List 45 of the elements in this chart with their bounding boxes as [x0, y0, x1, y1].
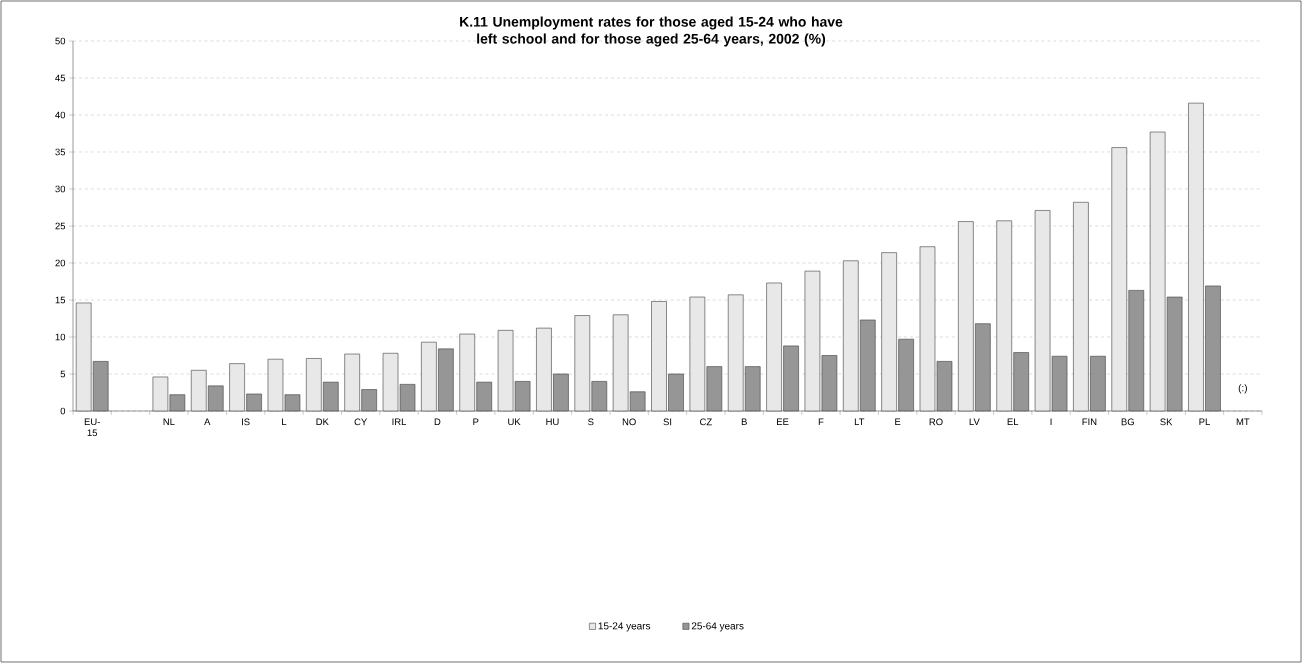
x-tick-label: P — [473, 418, 479, 426]
x-tick-label: UK — [508, 418, 521, 426]
y-tick-label: 10 — [55, 333, 66, 341]
y-tick-label: 20 — [55, 259, 66, 267]
x-tick-label: SI — [663, 418, 672, 426]
x-tick-label: S — [588, 418, 594, 426]
x-tick-label: SK — [1160, 418, 1173, 426]
chart-title: K.11 Unemployment rates for those aged 15-24 who have left school and for those aged 25-64 years, 2002 (%) — [460, 16, 843, 47]
x-tick-label: D — [434, 418, 441, 426]
y-tick-label: 0 — [60, 407, 66, 415]
y-tick-label: 40 — [55, 111, 66, 119]
x-tick-label: EU-15 — [84, 418, 100, 437]
x-tick-label: EL — [1007, 418, 1019, 426]
x-tick-label: BG — [1121, 418, 1134, 426]
y-tick-label: 35 — [55, 148, 66, 156]
x-tick-label: I — [1050, 418, 1052, 426]
y-tick-label: 30 — [55, 185, 66, 193]
x-tick-label: CY — [354, 418, 368, 426]
x-tick-label: NO — [622, 418, 636, 426]
y-tick-label: 50 — [55, 37, 66, 45]
x-tick-label: IS — [242, 418, 250, 426]
x-tick-label: EE — [777, 418, 789, 426]
x-tick-label: RO — [929, 418, 943, 426]
x-tick-label: CZ — [700, 418, 712, 426]
x-tick-label: DK — [316, 418, 329, 426]
x-tick-label: B — [741, 418, 747, 426]
x-tick-label: FIN — [1082, 418, 1097, 426]
x-tick-label: LV — [969, 418, 980, 426]
y-tick-label: 15 — [55, 296, 66, 304]
x-tick-label: MT — [1236, 418, 1250, 426]
y-tick-label: 5 — [60, 370, 66, 378]
y-tick-label: 25 — [55, 222, 66, 230]
x-tick-label: E — [895, 418, 901, 426]
x-tick-label: L — [282, 418, 287, 426]
x-tick-label: IRL — [392, 418, 407, 426]
legend-label: 25-64 years — [691, 622, 744, 632]
x-tick-label: A — [204, 418, 211, 426]
x-tick-label: LT — [854, 418, 865, 426]
x-tick-label: PL — [1199, 418, 1210, 426]
y-tick-label: 45 — [55, 74, 66, 82]
annotation: (:) — [1238, 384, 1247, 394]
x-tick-label: F — [818, 418, 824, 426]
x-tick-label: HU — [546, 418, 559, 426]
x-tick-label: NL — [163, 418, 175, 426]
legend-label: 15-24 years — [598, 622, 651, 632]
